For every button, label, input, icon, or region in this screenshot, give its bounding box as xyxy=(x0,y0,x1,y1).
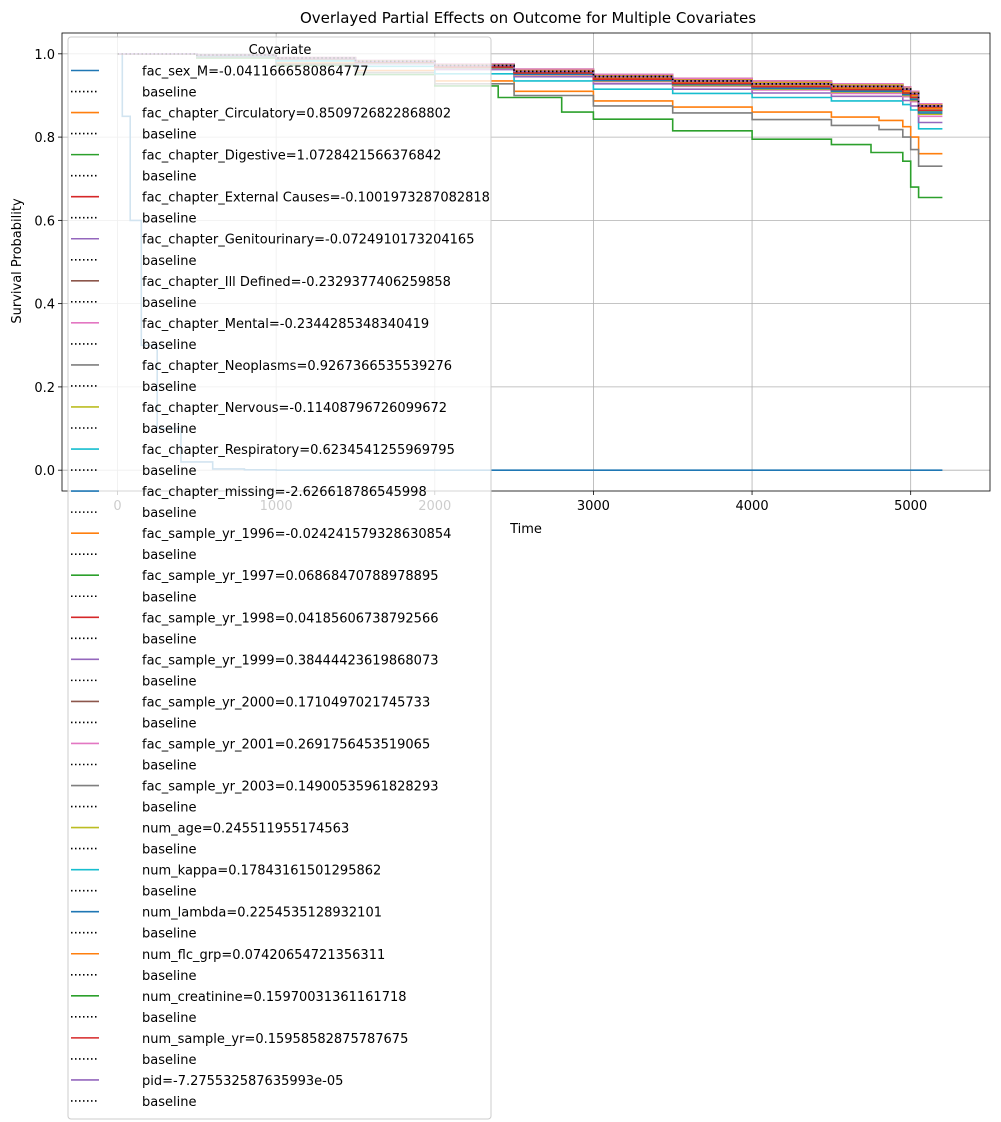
legend-label: num_kappa=0.17843161501295862 xyxy=(142,864,381,879)
legend-label-baseline: baseline xyxy=(142,380,196,395)
legend-label: fac_chapter_Neoplasms=0.9267366535539276 xyxy=(142,359,452,374)
legend-label-baseline: baseline xyxy=(142,128,196,143)
x-tick-label: 3000 xyxy=(577,499,610,514)
legend-label: fac_chapter_Nervous=-0.11408796726099672 xyxy=(142,401,447,416)
legend-label-baseline: baseline xyxy=(142,969,196,984)
legend-title: Covariate xyxy=(249,43,312,58)
legend: Covariate fac_sex_M=-0.0411666580864777b… xyxy=(67,36,492,1120)
legend-label-baseline: baseline xyxy=(142,170,196,185)
legend-label-baseline: baseline xyxy=(142,212,196,227)
y-tick-label: 0.0 xyxy=(34,464,55,479)
legend-label-baseline: baseline xyxy=(142,590,196,605)
legend-label-baseline: baseline xyxy=(142,296,196,311)
x-axis-label: Time xyxy=(509,522,542,537)
legend-label: fac_sample_yr_1996=-0.024241579328630854 xyxy=(142,527,451,542)
legend-label: fac_chapter_Digestive=1.0728421566376842 xyxy=(142,149,441,164)
legend-label-baseline: baseline xyxy=(142,422,196,437)
y-tick-label: 0.2 xyxy=(34,381,55,396)
chart-title: Overlayed Partial Effects on Outcome for… xyxy=(300,9,756,27)
legend-label: fac_sample_yr_1998=0.04185606738792566 xyxy=(142,611,438,626)
x-tick-label: 4000 xyxy=(736,499,769,514)
plot-frame xyxy=(61,32,991,492)
y-tick-label: 0.4 xyxy=(34,298,55,313)
legend-label: fac_sample_yr_2000=0.1710497021745733 xyxy=(142,695,430,710)
legend-label: num_creatinine=0.15970031361161718 xyxy=(142,990,407,1005)
legend-label-baseline: baseline xyxy=(142,506,196,521)
legend-label: fac_sample_yr_2003=0.14900535961828293 xyxy=(142,780,438,795)
legend-label-baseline: baseline xyxy=(142,716,196,731)
legend-label: fac_chapter_Circulatory=0.85097268228688… xyxy=(142,107,451,122)
y-axis-label: Survival Probability xyxy=(10,198,25,324)
legend-label: pid=-7.275532587635993e-05 xyxy=(142,1074,343,1089)
legend-label: num_flc_grp=0.07420654721356311 xyxy=(142,948,385,963)
legend-label-baseline: baseline xyxy=(142,801,196,816)
legend-label: fac_sex_M=-0.0411666580864777 xyxy=(142,65,368,80)
legend-label: fac_chapter_missing=-2.626618786545998 xyxy=(142,485,427,500)
legend-label-baseline: baseline xyxy=(142,464,196,479)
y-tick-label: 0.8 xyxy=(34,131,55,146)
legend-label: fac_chapter_Respiratory=0.62345412559697… xyxy=(142,443,455,458)
legend-label-baseline: baseline xyxy=(142,338,196,353)
legend-label-baseline: baseline xyxy=(142,254,196,269)
legend-label: fac_chapter_Mental=-0.2344285348340419 xyxy=(142,317,429,332)
x-tick-label: 5000 xyxy=(894,499,927,514)
legend-box xyxy=(67,36,492,1120)
legend-label: num_sample_yr=0.15958582875787675 xyxy=(142,1032,408,1047)
legend-label: fac_sample_yr_2001=0.2691756453519065 xyxy=(142,737,430,752)
legend-label-baseline: baseline xyxy=(142,885,196,900)
legend-label-baseline: baseline xyxy=(142,632,196,647)
legend-label: num_lambda=0.2254535128932101 xyxy=(142,906,382,921)
legend-label-baseline: baseline xyxy=(142,927,196,942)
y-tick-label: 1.0 xyxy=(34,48,55,63)
legend-label: fac_chapter_External Causes=-0.100197328… xyxy=(142,191,490,206)
legend-label-baseline: baseline xyxy=(142,86,196,101)
legend-label: fac_sample_yr_1997=0.06868470788978895 xyxy=(142,569,438,584)
legend-label-baseline: baseline xyxy=(142,758,196,773)
legend-label-baseline: baseline xyxy=(142,548,196,563)
legend-label: num_age=0.245511955174563 xyxy=(142,822,349,837)
legend-label: fac_sample_yr_1999=0.38444423619868073 xyxy=(142,653,438,668)
legend-label-baseline: baseline xyxy=(142,1053,196,1068)
legend-label: fac_chapter_Genitourinary=-0.07249101732… xyxy=(142,233,474,248)
legend-label: fac_chapter_Ill Defined=-0.2329377406259… xyxy=(142,275,451,290)
legend-label-baseline: baseline xyxy=(142,843,196,858)
legend-label-baseline: baseline xyxy=(142,674,196,689)
legend-label-baseline: baseline xyxy=(142,1011,196,1026)
y-tick-label: 0.6 xyxy=(34,214,55,229)
legend-label-baseline: baseline xyxy=(142,1095,196,1110)
